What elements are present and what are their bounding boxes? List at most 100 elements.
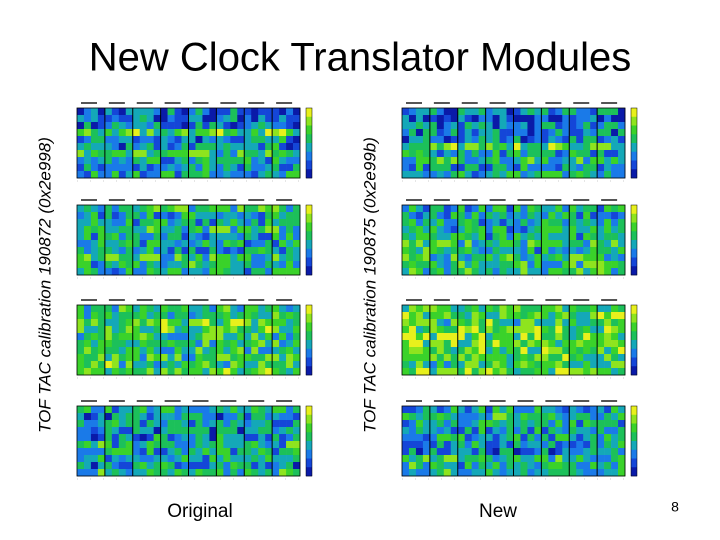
heatmap-cell — [402, 247, 410, 255]
heatmap-cell — [604, 305, 612, 313]
heatmap-cell — [415, 240, 424, 248]
heatmap-cell — [258, 108, 266, 116]
heatmap-cell — [597, 462, 605, 470]
colorbar-border — [630, 405, 638, 477]
heatmap-cell — [597, 448, 605, 456]
heatmap-cell — [513, 122, 521, 130]
heatmap-cell — [415, 261, 424, 269]
heatmap-cell — [471, 347, 479, 355]
heatmap-cell — [548, 441, 556, 449]
panel-label: TOF TAC calibration 190875 (0x2e99b) — [360, 137, 379, 433]
heatmap-cell — [97, 312, 106, 320]
heatmap-cell — [272, 129, 280, 137]
heatmap-cell — [457, 434, 466, 442]
heatmap-cell — [153, 254, 161, 262]
heatmap-cell — [265, 254, 273, 262]
heatmap-cell — [520, 347, 528, 355]
heatmap-cell — [251, 413, 259, 421]
heatmap-cell — [209, 261, 217, 269]
heatmap-cell — [160, 434, 168, 442]
heatmap-cell — [279, 455, 287, 463]
heatmap-cell — [139, 326, 147, 334]
heatmap-cell — [272, 219, 280, 227]
heatmap-cell — [118, 312, 127, 320]
heatmap-cell — [443, 261, 452, 269]
heatmap-cell — [492, 319, 500, 327]
heatmap-cell — [90, 205, 99, 213]
heatmap-cell — [125, 361, 134, 369]
heatmap-cell — [97, 115, 106, 123]
heatmap-cell — [485, 448, 493, 456]
heatmap-cell — [230, 115, 238, 123]
heatmap-cell — [569, 406, 577, 414]
heatmap-cell — [611, 333, 619, 341]
module-tag — [164, 299, 181, 301]
heatmap-cell — [464, 462, 472, 470]
heatmap-cell — [83, 268, 92, 276]
heatmap-cell — [534, 157, 542, 165]
heatmap-cell — [153, 413, 161, 421]
heatmap-cell — [83, 340, 92, 348]
heatmap-cell — [104, 136, 113, 144]
heatmap-cell — [153, 157, 161, 165]
heatmap-cell — [464, 226, 472, 234]
heatmap-cell — [583, 157, 591, 165]
heatmap-cell — [597, 115, 605, 123]
heatmap-cell — [125, 226, 134, 234]
heatmap-cell — [77, 333, 85, 341]
heatmap-cell — [534, 219, 542, 227]
heatmap-cell — [181, 368, 189, 376]
heatmap-cell — [293, 368, 301, 376]
heatmap-cell — [464, 413, 472, 421]
heatmap-cell — [541, 136, 549, 144]
heatmap-cell — [506, 448, 514, 456]
heatmap-cell — [111, 368, 120, 376]
heatmap-cell — [569, 427, 577, 435]
heatmap-cell — [408, 326, 417, 334]
heatmap-image — [390, 197, 655, 289]
heatmap-cell — [90, 455, 99, 463]
heatmap-cell — [181, 261, 189, 269]
heatmap-cell — [188, 219, 196, 227]
heatmap-cell — [485, 233, 493, 241]
heatmap-cell — [104, 205, 113, 213]
heatmap-cell — [293, 469, 301, 477]
heatmap-cell — [611, 240, 619, 248]
heatmap-cell — [230, 219, 238, 227]
heatmap-cell — [111, 406, 120, 414]
heatmap-cell — [443, 434, 452, 442]
heatmap-cell — [457, 361, 466, 369]
heatmap-cell — [541, 150, 549, 158]
heatmap-cell — [604, 212, 612, 220]
heatmap-cell — [576, 312, 584, 320]
heatmap-cell — [597, 319, 605, 327]
heatmap-cell — [83, 129, 92, 137]
heatmap-cell — [597, 108, 605, 116]
heatmap-cell — [279, 205, 287, 213]
heatmap-cell — [597, 240, 605, 248]
module-tag — [276, 102, 293, 104]
heatmap-cell — [576, 340, 584, 348]
colorbar-step — [306, 257, 312, 267]
heatmap-cell — [499, 226, 507, 234]
heatmap-cell — [286, 129, 294, 137]
heatmap-cell — [408, 420, 417, 428]
heatmap-cell — [181, 361, 189, 369]
module-tag — [220, 199, 237, 201]
heatmap-cell — [541, 441, 549, 449]
heatmap-cell — [258, 164, 266, 172]
heatmap-cell — [244, 427, 252, 435]
heatmap-cell — [429, 129, 438, 137]
heatmap-cell — [132, 136, 141, 144]
heatmap-cell — [244, 157, 252, 165]
heatmap-cell — [265, 129, 273, 137]
heatmap-cell — [436, 420, 445, 428]
heatmap-cell — [422, 247, 431, 255]
heatmap-cell — [111, 319, 120, 327]
heatmap-cell — [527, 441, 535, 449]
heatmap-cell — [153, 150, 161, 158]
heatmap-cell — [230, 171, 238, 179]
heatmap-cell — [520, 247, 528, 255]
heatmap-cell — [272, 413, 280, 421]
heatmap-cell — [118, 305, 127, 313]
